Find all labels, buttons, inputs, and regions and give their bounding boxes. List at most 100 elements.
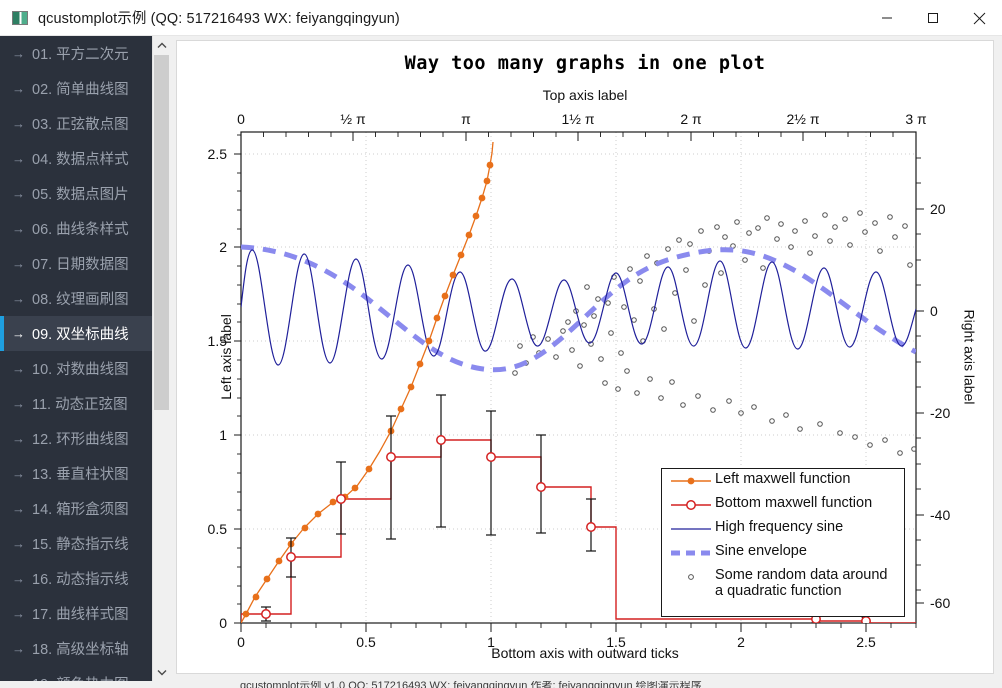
arrow-right-icon: →	[12, 326, 25, 341]
arrow-right-icon: →	[12, 396, 25, 411]
legend-label: Bottom maxwell function	[715, 495, 873, 511]
legend-label: Sine envelope	[715, 543, 807, 559]
legend-item[interactable]: High frequency sine	[662, 517, 904, 541]
sidebar-item-12[interactable]: → 12. 环形曲线图	[0, 421, 152, 456]
svg-text:0: 0	[930, 303, 938, 319]
sidebar-item-label: 12. 环形曲线图	[32, 432, 129, 448]
sidebar-item-2[interactable]: → 02. 简单曲线图	[0, 71, 152, 106]
arrow-right-icon: →	[12, 256, 25, 271]
svg-text:0: 0	[219, 615, 227, 631]
status-bar: qcustomplot示例 v1.0 QQ: 517216493 WX: fei…	[0, 681, 1002, 688]
top-axis-tick-labels: 0 ½ π π 1½ π 2 π 2½ π 3 π	[237, 111, 927, 127]
legend-key-scatter-circle-icon	[667, 565, 715, 589]
sidebar-item-label: 05. 数据点图片	[32, 187, 129, 203]
sidebar-item-10[interactable]: → 10. 对数曲线图	[0, 351, 152, 386]
sidebar-item-4[interactable]: → 04. 数据点样式	[0, 141, 152, 176]
svg-text:2.5: 2.5	[208, 146, 228, 162]
sidebar-nav[interactable]: → 01. 平方二次元 → 02. 简单曲线图 → 03. 正弦散点图 → 04. 数据点样式…	[0, 36, 152, 681]
title-bar: qcustomplot示例 (QQ: 517216493 WX: feiyang…	[0, 0, 1002, 36]
top-axis-ticks	[240, 132, 917, 141]
arrow-right-icon: →	[12, 571, 25, 586]
bottom-axis-tick-labels: 0 0.5 1 1.5 2 2.5	[237, 634, 876, 650]
svg-text:0.5: 0.5	[208, 521, 228, 537]
status-bar-text: qcustomplot示例 v1.0 QQ: 517216493 WX: fei…	[240, 681, 702, 688]
minimize-button[interactable]	[864, 0, 910, 36]
sidebar-item-label: 15. 静态指示线	[32, 537, 129, 553]
window-controls	[864, 0, 1002, 36]
sidebar-item-11[interactable]: → 11. 动态正弦图	[0, 386, 152, 421]
arrow-right-icon: →	[12, 466, 25, 481]
svg-text:0.5: 0.5	[356, 634, 376, 650]
arrow-right-icon: →	[12, 536, 25, 551]
top-axis-label: Top axis label	[542, 87, 628, 103]
legend-key-dashed-icon	[667, 541, 715, 565]
sidebar-item-6[interactable]: → 06. 曲线条样式	[0, 211, 152, 246]
sidebar-item-15[interactable]: → 15. 静态指示线	[0, 526, 152, 561]
sidebar-item-label: 02. 简单曲线图	[32, 82, 129, 98]
sidebar-item-3[interactable]: → 03. 正弦散点图	[0, 106, 152, 141]
sidebar-item-label: 13. 垂直柱状图	[32, 467, 129, 483]
app-icon	[12, 10, 28, 25]
svg-text:20: 20	[930, 201, 946, 217]
svg-text:½ π: ½ π	[340, 111, 366, 127]
sidebar-item-9[interactable]: → 09. 双坐标曲线	[0, 316, 152, 351]
chart-title: Way too many graphs in one plot	[404, 53, 766, 74]
scroll-up-icon[interactable]	[153, 36, 170, 54]
svg-text:-20: -20	[930, 405, 950, 421]
svg-text:-60: -60	[930, 595, 950, 611]
legend-label: High frequency sine	[715, 519, 844, 535]
sidebar-item-8[interactable]: → 08. 纹理画刷图	[0, 281, 152, 316]
maximize-button[interactable]	[910, 0, 956, 36]
bottom-axis-ticks	[240, 623, 917, 632]
sidebar-item-18[interactable]: → 18. 高级坐标轴	[0, 631, 152, 666]
svg-text:0: 0	[237, 111, 245, 127]
left-axis-ticks	[234, 134, 241, 624]
sidebar-item-17[interactable]: → 17. 曲线样式图	[0, 596, 152, 631]
sidebar-item-label: 03. 正弦散点图	[32, 117, 129, 133]
legend-item[interactable]: Sine envelope	[662, 541, 904, 565]
arrow-right-icon: →	[12, 431, 25, 446]
legend-item[interactable]: Some random data around a quadratic func…	[662, 565, 904, 611]
svg-text:1½ π: 1½ π	[561, 111, 594, 127]
sidebar-item-label: 14. 箱形盒须图	[32, 502, 129, 518]
svg-text:1: 1	[219, 427, 227, 443]
series-left-maxwell-line	[241, 141, 494, 623]
sidebar-item-label: 09. 双坐标曲线	[32, 327, 129, 343]
arrow-right-icon: →	[12, 81, 25, 96]
arrow-right-icon: →	[12, 501, 25, 516]
sidebar-item-label: 16. 动态指示线	[32, 572, 129, 588]
svg-text:3 π: 3 π	[905, 111, 927, 127]
sidebar-item-label: 17. 曲线样式图	[32, 607, 129, 623]
right-axis-tick-labels: 20 0 -20 -40 -60	[930, 201, 950, 611]
plot-panel[interactable]: Way too many graphs in one plot Top axis…	[176, 40, 994, 674]
sidebar-item-label: 01. 平方二次元	[32, 47, 129, 63]
arrow-right-icon: →	[12, 151, 25, 166]
sidebar-item-16[interactable]: → 16. 动态指示线	[0, 561, 152, 596]
sidebar-item-label: 06. 曲线条样式	[32, 222, 129, 238]
sidebar-scrollbar[interactable]	[152, 36, 169, 681]
sidebar-item-13[interactable]: → 13. 垂直柱状图	[0, 456, 152, 491]
sidebar-item-label: 18. 高级坐标轴	[32, 642, 129, 658]
legend-item[interactable]: Left maxwell function	[662, 469, 904, 493]
sidebar-item-19[interactable]: → 19. 颜色热力图	[0, 666, 152, 681]
chart-canvas: 0 ½ π π 1½ π 2 π 2½ π 3 π	[208, 111, 951, 650]
arrow-right-icon: →	[12, 186, 25, 201]
chart-legend[interactable]: Left maxwell function Bottom maxwell func…	[661, 468, 905, 617]
sidebar-item-7[interactable]: → 07. 日期数据图	[0, 246, 152, 281]
legend-item[interactable]: Bottom maxwell function	[662, 493, 904, 517]
sidebar-item-label: 11. 动态正弦图	[32, 397, 128, 413]
sidebar-item-1[interactable]: → 01. 平方二次元	[0, 36, 152, 71]
arrow-right-icon: →	[12, 46, 25, 61]
sidebar-item-14[interactable]: → 14. 箱形盒须图	[0, 491, 152, 526]
sidebar-item-label: 10. 对数曲线图	[32, 362, 129, 378]
svg-text:1: 1	[487, 634, 495, 650]
arrow-right-icon: →	[12, 116, 25, 131]
series-random-scatter	[512, 210, 916, 456]
close-button[interactable]	[956, 0, 1002, 36]
legend-label: Left maxwell function	[715, 471, 851, 487]
sidebar-item-5[interactable]: → 05. 数据点图片	[0, 176, 152, 211]
scroll-down-icon[interactable]	[153, 663, 170, 681]
sidebar-item-label: 08. 纹理画刷图	[32, 292, 129, 308]
scrollbar-thumb[interactable]	[154, 55, 169, 410]
svg-text:-40: -40	[930, 507, 950, 523]
